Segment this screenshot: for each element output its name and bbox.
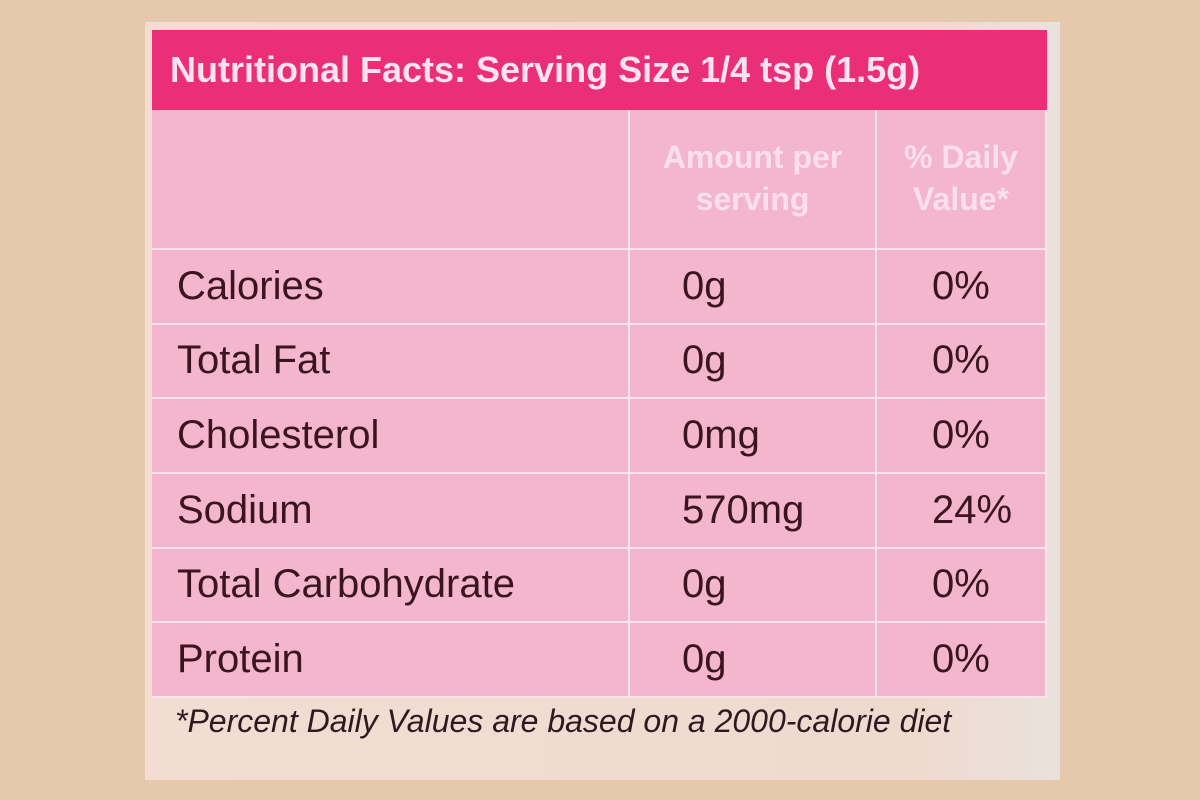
daily-value: 0% [877,548,1047,624]
daily-value: 0% [877,324,1047,400]
daily-value: 0% [877,623,1047,698]
amount: 0mg [630,399,877,474]
footnote: *Percent Daily Values are based on a 200… [175,703,952,739]
daily-value: 0% [877,250,1047,325]
header-blank [152,110,630,250]
amount: 0g [630,548,877,624]
amount: 0g [630,623,877,698]
amount: 570mg [630,474,877,549]
nutrition-table: Amount per serving% Daily Value* Calories… [152,110,1047,698]
nutrient-name: Calories [152,250,630,325]
nutrient-name: Sodium [152,474,630,549]
nutrient-name: Protein [152,623,630,698]
amount: 0g [630,250,877,325]
nutrient-name: Cholesterol [152,399,630,474]
nutrient-name: Total Fat [152,324,630,400]
daily-value: 24% [877,474,1047,549]
column-header: Amount per serving [630,110,877,250]
daily-value: 0% [877,399,1047,474]
amount: 0g [630,324,877,400]
column-header: % Daily Value* [877,110,1047,250]
title: Nutritional Facts: Serving Size 1/4 tsp … [152,30,1047,110]
nutrient-name: Total Carbohydrate [152,548,630,624]
